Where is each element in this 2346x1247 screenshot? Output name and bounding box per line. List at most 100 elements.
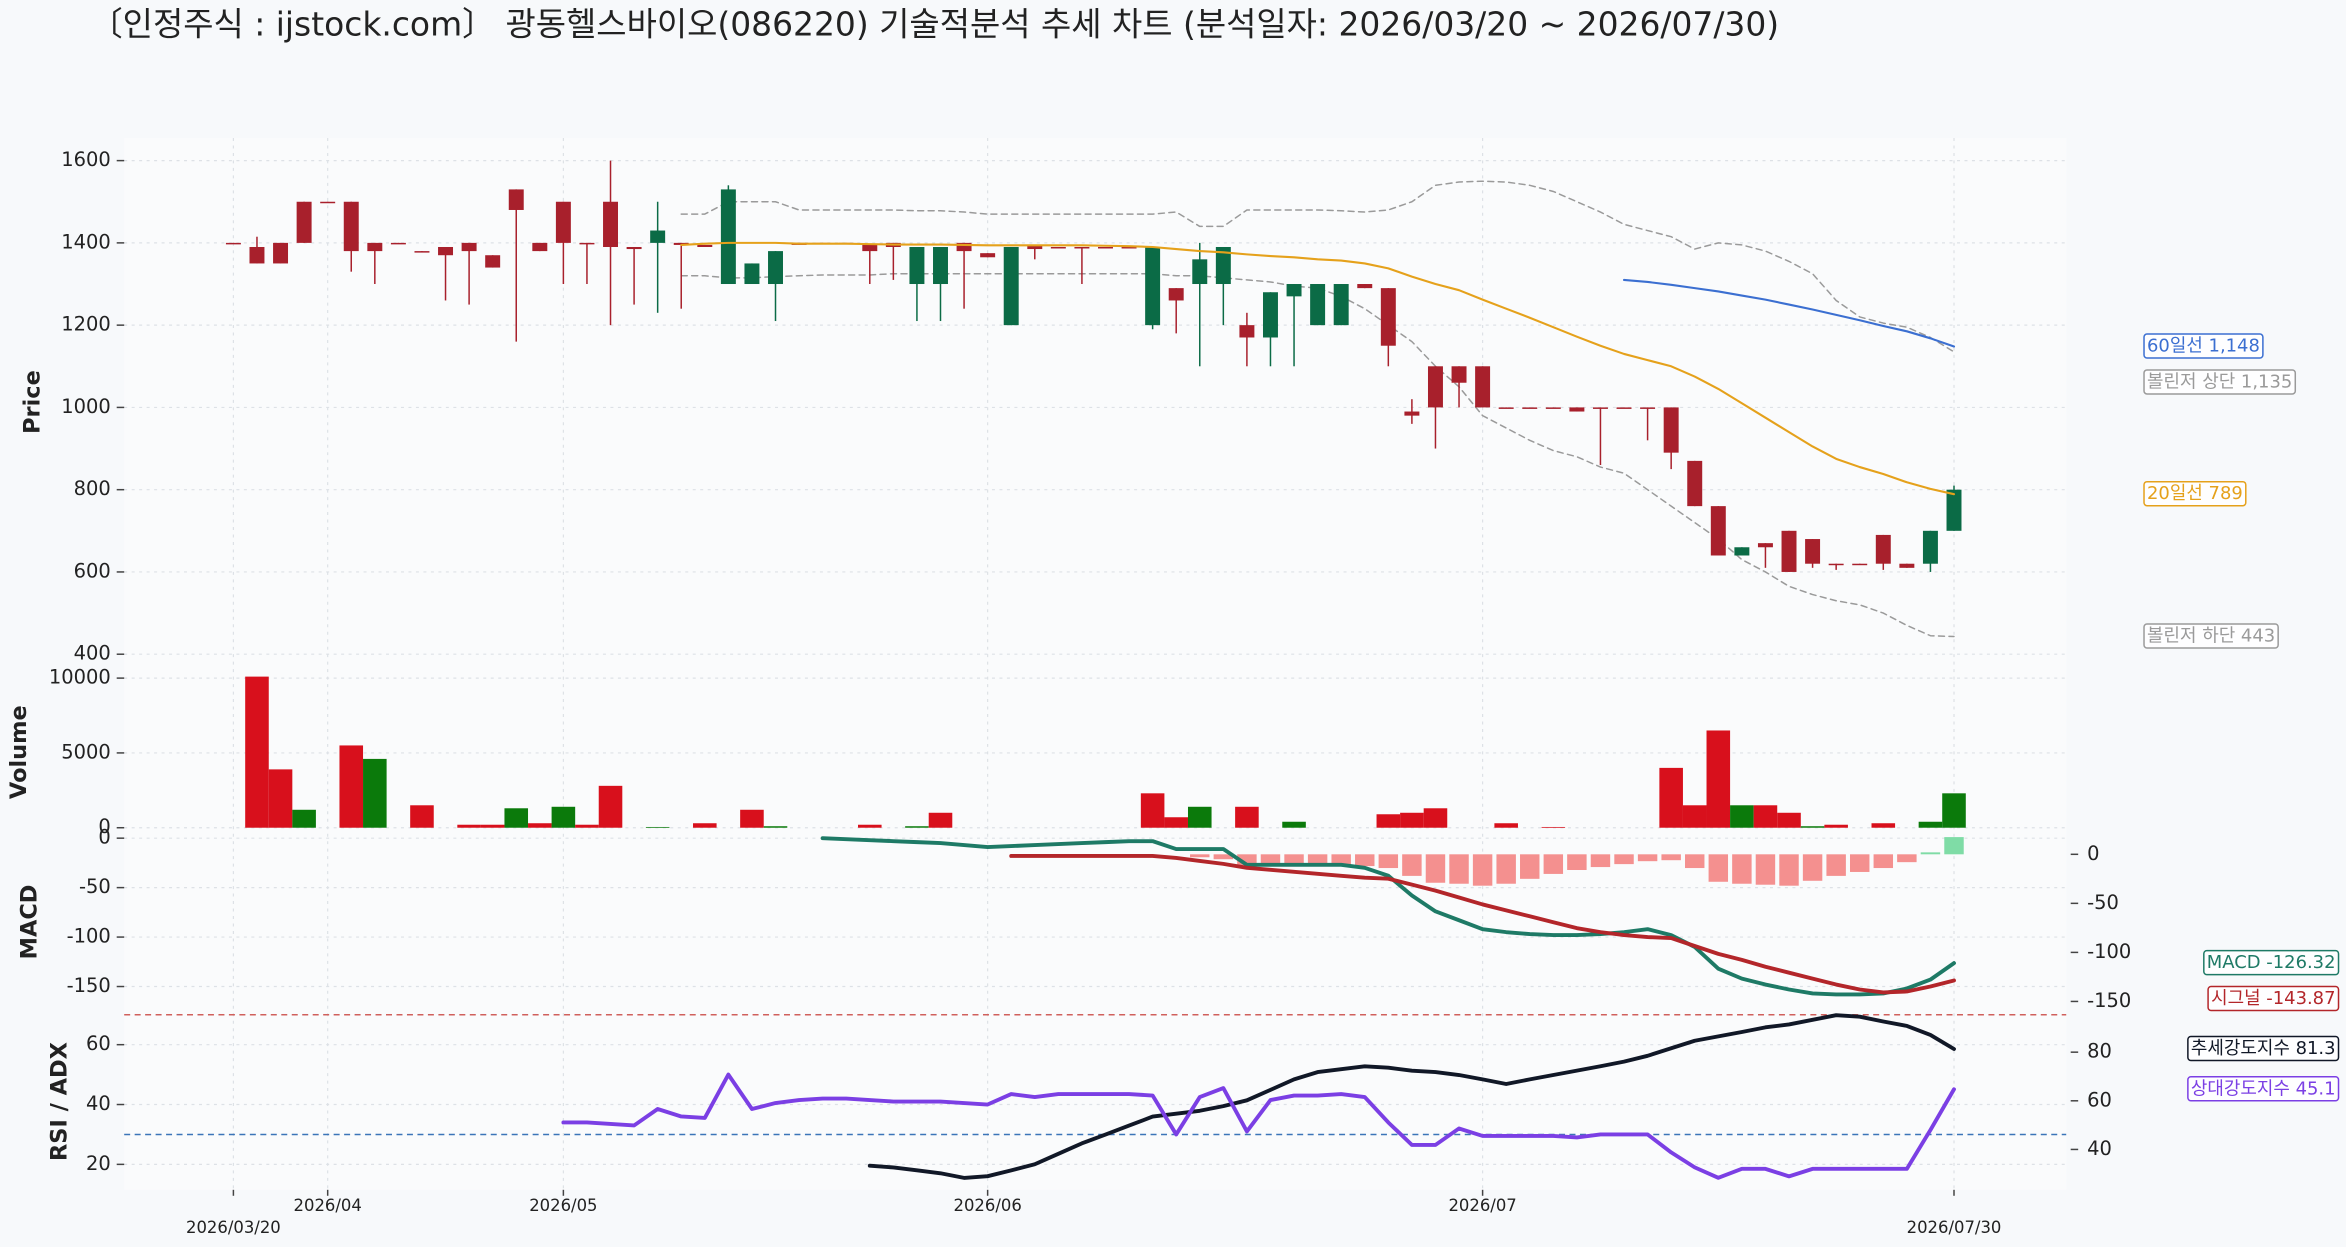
- histogram-bar: [1637, 854, 1658, 862]
- y-tick-label: 400: [74, 642, 111, 665]
- histogram-bar: [1213, 854, 1234, 860]
- volume-bar: [1777, 812, 1801, 828]
- end-label-box: [2207, 985, 2340, 1012]
- end-label: 상대강도지수 45.1: [2191, 1078, 2336, 1099]
- candle-body: [1286, 284, 1302, 297]
- y2-tick-label: 0: [2087, 842, 2099, 865]
- histogram-bar: [1190, 854, 1210, 858]
- candle-body: [720, 189, 736, 285]
- end-label-box: [2143, 369, 2297, 395]
- histogram-bar: [1802, 854, 1823, 881]
- candle-body: [650, 230, 666, 243]
- candle-body: [1098, 246, 1113, 249]
- candle-body: [697, 244, 713, 247]
- x-tick-label: 2026/03/20: [186, 1218, 281, 1237]
- volume-bar: [1918, 821, 1943, 828]
- candle-body: [1710, 506, 1726, 556]
- y-tick-label: 5000: [61, 740, 110, 763]
- candle-body: [909, 246, 925, 285]
- candle-body: [1427, 366, 1443, 408]
- candle-body: [1404, 411, 1420, 416]
- volume-bar: [1659, 767, 1683, 828]
- line: [820, 836, 1956, 997]
- histogram-bar: [1543, 854, 1564, 874]
- candle-body: [1050, 246, 1066, 249]
- volume-bar: [1164, 817, 1188, 828]
- candle-body: [1380, 288, 1396, 346]
- end-label: 20일선 789: [2147, 483, 2243, 504]
- candle-body: [603, 201, 619, 247]
- histogram-bar: [1425, 854, 1446, 883]
- volume-bar: [1376, 814, 1401, 828]
- candle-body: [956, 242, 972, 252]
- y-tick-label: 600: [74, 559, 111, 582]
- candle-body: [1734, 547, 1750, 556]
- y-tick-label: -50: [79, 875, 111, 898]
- x-tick-label: 2026/07: [1448, 1196, 1516, 1215]
- y2-tick-label: -100: [2087, 940, 2131, 963]
- y-tick-label: 0: [98, 826, 110, 849]
- candle-body: [1192, 259, 1208, 285]
- candle-body: [1027, 244, 1043, 250]
- volume-bar: [1187, 806, 1212, 828]
- candle-body: [1451, 366, 1467, 383]
- volume-bar: [1824, 824, 1848, 828]
- candle-body: [1498, 407, 1514, 409]
- candle-body: [1357, 284, 1373, 289]
- candle-body: [1145, 246, 1161, 326]
- candle-body: [1899, 563, 1915, 568]
- histogram-bar: [1944, 837, 1964, 855]
- y2-tick-label: 80: [2087, 1040, 2112, 1063]
- candle-body: [390, 242, 406, 245]
- volume-bar: [551, 806, 576, 828]
- candle-body: [1805, 539, 1821, 564]
- candle-body: [296, 201, 312, 243]
- candle-body: [320, 201, 336, 204]
- candle-body: [1168, 288, 1184, 301]
- volume-bar: [1753, 805, 1778, 828]
- volume-bar: [339, 745, 364, 828]
- line: [867, 1013, 1956, 1180]
- end-label: 볼린저 상단 1,135: [2147, 371, 2292, 392]
- volume-bar: [928, 812, 953, 828]
- chart-title: 〔인정주식 : ijstock.com〕 광동헬스바이오(086220) 기술적…: [90, 4, 1779, 43]
- line: [680, 241, 1956, 496]
- candle-body: [980, 253, 996, 258]
- candle-body: [485, 255, 501, 268]
- line: [1009, 854, 1956, 995]
- histogram-bar: [1590, 854, 1611, 868]
- volume-bar: [292, 809, 316, 828]
- line: [680, 180, 1955, 353]
- histogram-bar: [1496, 854, 1516, 884]
- histogram-bar: [1897, 854, 1917, 863]
- end-label-box: [2203, 949, 2340, 976]
- histogram-bar: [1826, 854, 1846, 876]
- candle-body: [1121, 246, 1137, 249]
- candle-body: [1545, 407, 1561, 409]
- candle-body: [1003, 246, 1019, 326]
- y-tick-label: -150: [67, 974, 111, 997]
- candle-body: [508, 189, 524, 210]
- volume-bar: [645, 826, 670, 828]
- histogram-bar: [1378, 854, 1399, 869]
- candle-body: [1640, 407, 1656, 409]
- y2-tick-label: -50: [2087, 891, 2119, 914]
- histogram-bar: [1284, 854, 1304, 865]
- plot-area: [124, 137, 2067, 1190]
- end-label-box: [2143, 623, 2279, 649]
- candle-body: [1262, 292, 1278, 338]
- volume-bar: [363, 758, 387, 828]
- y2-tick-label: 40: [2087, 1137, 2112, 1160]
- end-label: 추세강도지수 81.3: [2191, 1038, 2336, 1059]
- candle-body: [1592, 407, 1608, 409]
- volume-bar: [693, 823, 717, 828]
- histogram-bar: [1661, 854, 1681, 861]
- volume-bar: [905, 826, 929, 828]
- y-tick-label: 1200: [61, 313, 110, 336]
- candle-body: [1475, 366, 1491, 408]
- histogram-bar: [1307, 854, 1328, 865]
- candle-body: [1215, 246, 1231, 285]
- volume-bar: [598, 785, 623, 828]
- histogram-bar: [1755, 854, 1776, 885]
